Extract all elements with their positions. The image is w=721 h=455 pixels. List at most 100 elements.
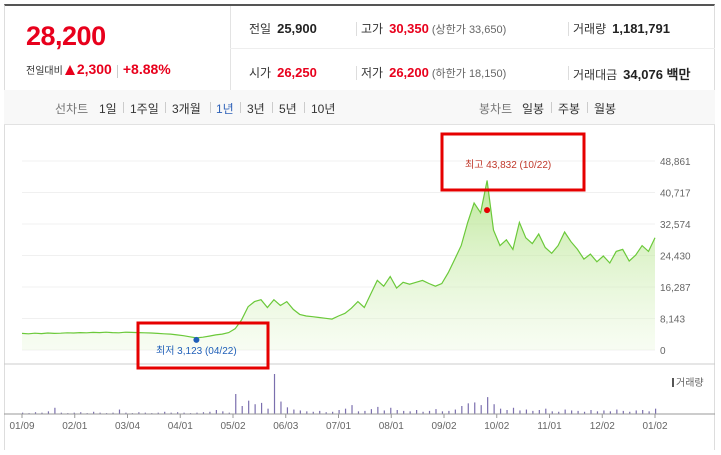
volume-bar [164,411,166,414]
x-tick-label: 11/01 [537,421,562,432]
chart-grid [22,160,655,351]
candle-monthly[interactable]: 월봉 [594,102,617,116]
volume-bar [209,411,211,414]
x-tick-label: 02/01 [62,421,87,432]
up-triangle-icon [64,65,75,75]
period-1y[interactable]: 1년 [216,102,234,116]
volume-bar [286,407,289,414]
volume-bar [519,410,521,414]
x-tick-label: 05/02 [220,421,245,432]
volume-bar [603,410,605,414]
y-tick-label: 8,143 [660,315,685,326]
y-tick-label: 40,717 [660,189,691,200]
period-10y[interactable]: 10년 [311,102,336,116]
volume-bar [183,412,185,414]
candle-chart-label: 봉차트 [479,102,513,116]
x-tick-label: 04/01 [168,421,193,432]
x-axis: 01/09 02/01 03/04 04/01 05/02 06/03 07/01 08/01… [9,414,668,432]
volume-bar [416,410,418,414]
volume-bar [506,410,508,414]
volume-bar [512,407,515,414]
price-change: 전일대비 2,300 +8.88% [26,61,171,78]
y-tick-label: 0 [660,346,666,357]
line-chart-label: 선차트 [55,102,89,116]
day-high: 고가 30,350 (상한가 33,650) [361,21,507,36]
volume-bar [532,410,534,414]
volume-bar [235,394,237,414]
min-point [193,336,200,343]
stock-widget [4,4,715,450]
volume-bar [609,411,611,414]
volume-bar [616,409,618,414]
volume-bar [34,412,37,414]
period-5y[interactable]: 5년 [279,102,297,116]
y-tick-label: 16,287 [660,283,691,294]
volume-bar [499,408,502,414]
period-1w[interactable]: 1주일 [130,102,159,116]
volume-bar [325,412,327,414]
volume-bar [47,411,50,414]
prev-close: 전일 25,900 [249,21,317,36]
period-1d[interactable]: 1일 [99,102,117,116]
volume-bar [480,405,482,414]
min-highlight-box [136,321,270,370]
x-tick-label: 08/01 [379,421,404,432]
volume-bar [474,402,476,414]
period-toolbar: 선차트 1일 1주일 3개월 1년 3년 5년 10년 봉차트 일봉 주봉 월봉 [4,90,715,125]
volume-bar [344,408,347,414]
volume-bar [383,410,385,414]
volume-bar [441,411,444,414]
volume-bar [461,406,463,414]
price-line [21,180,656,339]
x-tick-label: 01/09 [9,421,34,432]
volume-bar [428,410,431,414]
volume-bar [222,411,224,414]
volume-bar [99,412,101,414]
y-tick-label: 48,861 [660,157,691,168]
volume-bar [215,410,217,414]
max-highlight-box [440,132,586,192]
volume-bar [487,397,489,414]
volume-bar [493,404,495,414]
volume-bar [558,411,560,414]
min-annotation: 최저 3,123 (04/22) [156,345,237,357]
price-chart: 48,861 40,717 32,574 24,430 16,287 8,143 0 01/… [4,132,715,432]
volume-bar [351,405,353,414]
x-tick-label: 09/02 [431,421,456,432]
change-label: 전일대비 [26,66,63,77]
period-3m[interactable]: 3개월 [172,102,201,116]
volume-bar [622,410,624,414]
volume-bar [157,412,159,414]
candle-daily[interactable]: 일봉 [522,102,545,116]
x-tick-label: 12/02 [590,421,615,432]
trade-amount: 거래대금 34,076 백만 [573,67,691,82]
volume-bar [590,410,592,414]
volume-bar [80,412,82,414]
volume-bar [170,412,172,414]
volume-bar [545,408,547,414]
volume-bar [648,411,650,414]
period-3y[interactable]: 3년 [247,102,265,116]
volume: 거래량 1,181,791 [573,21,670,36]
candle-weekly[interactable]: 주봉 [558,102,581,116]
volume-bar [364,410,366,414]
volume-bar [41,412,43,414]
volume-bar [396,410,398,414]
x-tick-label: 07/01 [326,421,351,432]
volume-bar [138,412,140,414]
volume-bar [332,411,334,414]
volume-bar [202,412,205,414]
volume-bar [299,410,301,414]
price-area [22,180,655,350]
volume-bar [293,409,295,414]
volume-bar [642,410,644,414]
open-price: 시가 26,250 [249,65,317,80]
volume-bar [357,411,360,414]
current-price-box: 28,200 전일대비 2,300 +8.88% [4,6,231,90]
volume-bar [525,409,528,414]
volume-bar [409,411,411,414]
day-low: 저가 26,200 (하한가 18,150) [361,65,507,80]
change-amount: 2,300 [76,61,112,77]
volume-bar [422,411,424,414]
volume-bar [377,406,379,414]
